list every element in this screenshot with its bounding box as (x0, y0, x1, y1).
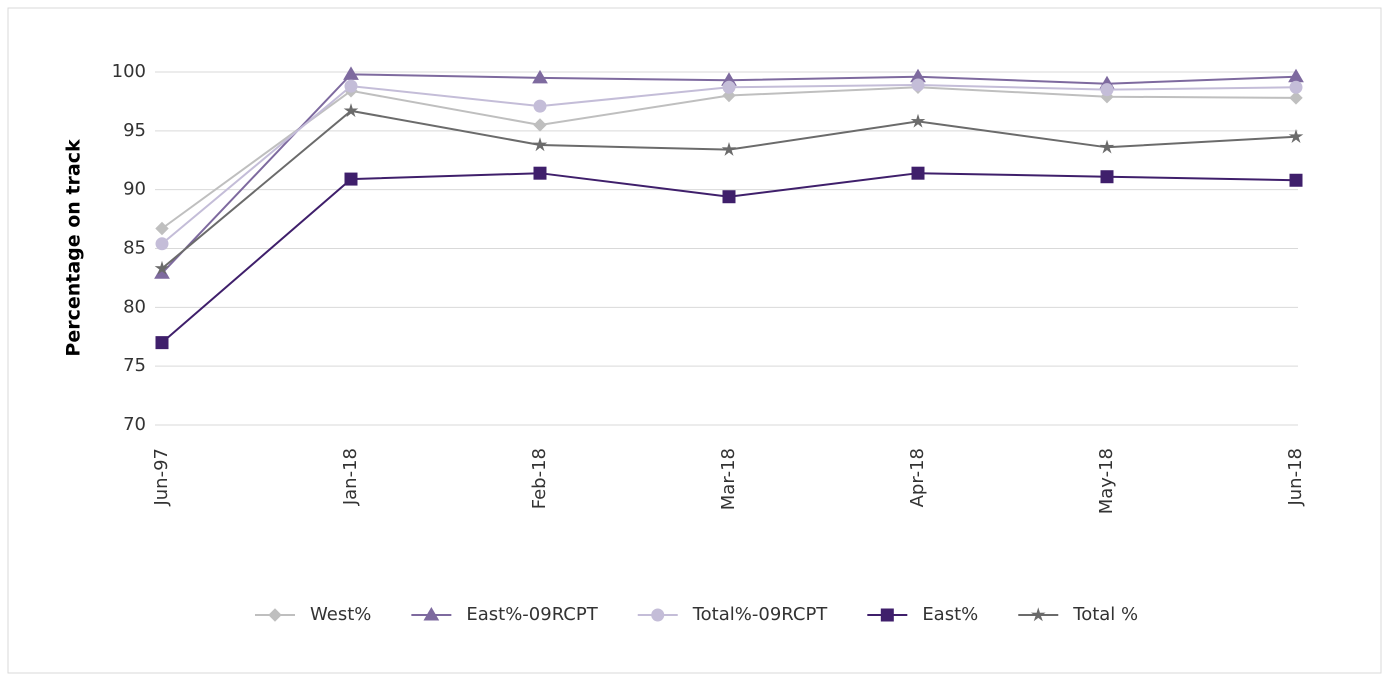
data-point (722, 80, 736, 94)
legend-label: East%-09RCPT (466, 604, 598, 625)
legend-marker (880, 608, 894, 622)
y-tick-label: 80 (123, 296, 146, 317)
data-point (532, 137, 548, 152)
data-point (154, 260, 170, 275)
legend-label: East% (922, 604, 978, 625)
data-point (1289, 173, 1303, 187)
data-point (155, 336, 169, 350)
data-point (532, 69, 548, 84)
data-point (344, 172, 358, 186)
data-point (343, 103, 359, 118)
data-point (533, 166, 547, 180)
data-point (910, 113, 926, 128)
legend-marker (1030, 607, 1046, 622)
data-point (1289, 80, 1303, 94)
legend-label: Total%-09RCPT (692, 604, 829, 625)
data-point (1289, 91, 1303, 105)
y-tick-label: 90 (123, 179, 146, 200)
legend-label: Total % (1072, 604, 1138, 625)
y-axis-label: Percentage on track (63, 139, 85, 357)
data-point (911, 78, 925, 92)
data-point (721, 141, 737, 156)
y-tick-label: 95 (123, 120, 146, 141)
legend-label: West% (310, 604, 371, 625)
data-point (155, 221, 169, 236)
x-tick-label: Feb-18 (529, 448, 550, 509)
data-point (1099, 139, 1115, 154)
x-tick-label: Mar-18 (718, 448, 739, 510)
legend-marker (268, 608, 282, 622)
data-point (1100, 170, 1114, 184)
legend-marker (651, 608, 665, 622)
chart-border (7, 7, 1382, 674)
x-tick-label: Jun-97 (151, 448, 172, 507)
y-tick-label: 70 (123, 414, 146, 435)
x-tick-label: May-18 (1096, 448, 1117, 514)
data-point (533, 118, 547, 132)
data-point (533, 99, 547, 113)
x-tick-label: Jun-18 (1285, 448, 1306, 507)
x-tick-label: Apr-18 (907, 448, 928, 507)
data-point (343, 66, 359, 80)
data-point (1288, 129, 1304, 143)
data-point (911, 166, 925, 180)
y-tick-label: 85 (123, 238, 146, 259)
data-point (344, 79, 358, 93)
y-tick-label: 100 (112, 61, 146, 82)
data-point (722, 190, 736, 204)
y-tick-label: 75 (123, 355, 146, 376)
data-point (1100, 83, 1114, 97)
x-tick-label: Jan-18 (340, 448, 361, 506)
data-point (155, 237, 169, 251)
legend-marker (423, 607, 440, 621)
